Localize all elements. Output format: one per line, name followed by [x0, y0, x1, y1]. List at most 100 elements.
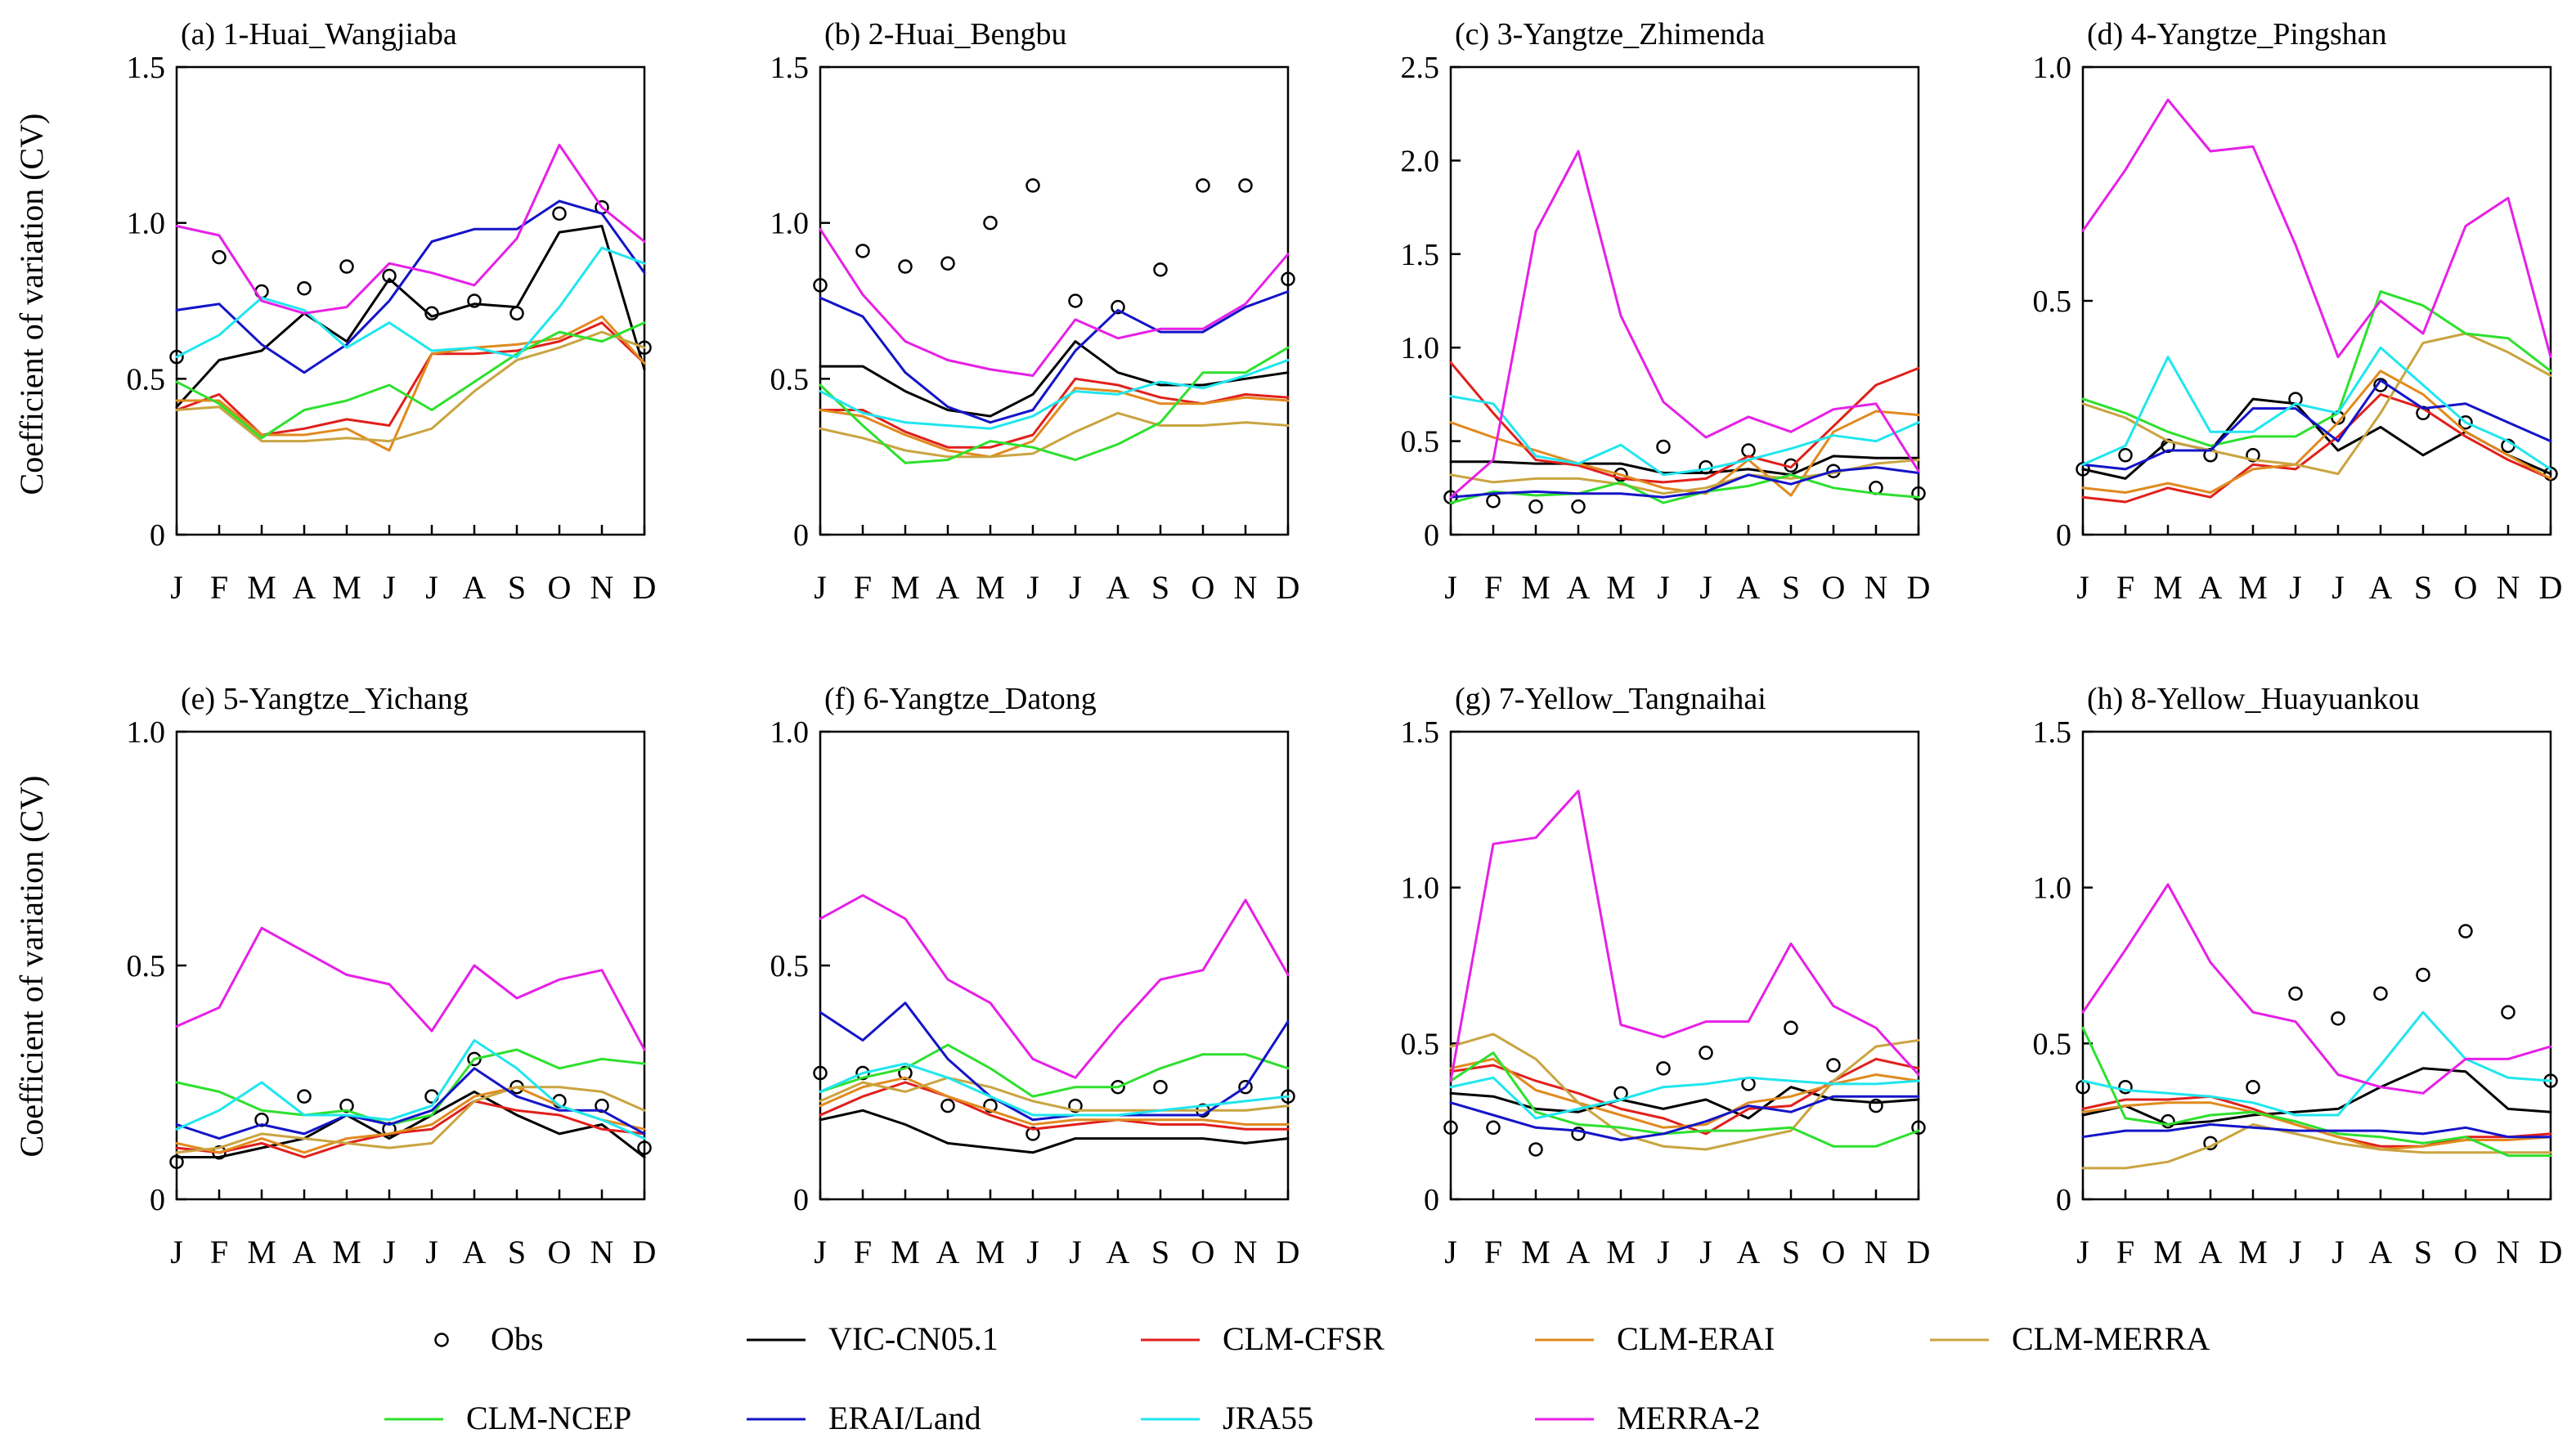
x-tick-label: J	[1026, 1234, 1039, 1270]
series-obs-point	[1613, 468, 1628, 482]
legend: Obs VIC-CN05.1 CLM-CFSR CLM-ERAI CLM-MERRA CL…	[384, 1320, 2210, 1436]
x-tick-label: M	[1606, 569, 1636, 606]
y-tick-label: 0.5	[770, 949, 810, 983]
series-obs-point	[169, 1154, 184, 1169]
series-merra-2-line	[2081, 98, 2552, 359]
series-obs-point	[297, 1089, 312, 1104]
series-obs-point	[940, 1098, 955, 1113]
x-tick-label: J	[2289, 569, 2302, 606]
y-tick-label: 1.0	[1401, 331, 1440, 365]
x-tick-label: F	[2116, 569, 2134, 606]
legend-swatch	[434, 1333, 449, 1347]
panel-title: (c) 3-Yangtze_Zhimenda	[1455, 17, 1765, 52]
series-obs-point	[1153, 262, 1168, 277]
legend-label: MERRA-2	[1617, 1400, 1761, 1436]
x-tick-label: D	[2539, 1234, 2563, 1270]
plot-frame	[819, 730, 1290, 1201]
x-tick-label: A	[1567, 1234, 1591, 1270]
x-tick-label: M	[891, 1234, 920, 1270]
series-erai-land-line	[1449, 1095, 1920, 1141]
series-obs-point	[509, 306, 524, 321]
series-erai-land-line	[1449, 466, 1920, 499]
y-tick-label: 0.5	[2033, 284, 2072, 319]
y-tick-label: 0	[2056, 518, 2071, 553]
series-clm-erai-line	[819, 1076, 1290, 1126]
legend-item-clm-ncep: CLM-NCEP	[384, 1400, 631, 1436]
series-erai-land-line	[2081, 379, 2552, 471]
y-tick-label: 1.0	[770, 715, 810, 750]
series-clm-erai-line	[1449, 410, 1920, 497]
x-tick-label: J	[1657, 569, 1670, 606]
series-clm-cfsr-line	[1449, 361, 1920, 484]
x-tick-label: M	[2238, 569, 2268, 606]
series-obs-point	[2246, 1079, 2260, 1095]
y-tick-label: 1.0	[2033, 871, 2072, 906]
panel-title: (e) 5-Yangtze_Yichang	[181, 682, 469, 716]
x-tick-label: J	[2289, 1234, 2302, 1270]
x-tick-label: J	[425, 569, 438, 606]
plot-frame	[1449, 730, 1920, 1201]
y-tick-label: 1.0	[1401, 871, 1440, 906]
series-jra55-line	[2081, 346, 2552, 471]
panel-title: (g) 7-Yellow_Tangnaihai	[1455, 682, 1766, 716]
series-obs-point	[1784, 1020, 1798, 1036]
x-tick-label: A	[936, 1234, 960, 1270]
series-obs-point	[813, 1065, 828, 1081]
x-tick-label: D	[1907, 1234, 1931, 1270]
y-tick-label: 1.5	[770, 51, 810, 85]
series-clm-merra-line	[175, 1086, 646, 1154]
x-tick-label: N	[2497, 1234, 2520, 1270]
series-erai-land-line	[819, 290, 1290, 424]
series-clm-merra-line	[1449, 1033, 1920, 1151]
y-tick-label: 0	[150, 1183, 165, 1217]
series-obs-point	[1528, 499, 1543, 514]
series-jra55-line	[175, 1039, 646, 1140]
series-clm-erai-line	[2081, 370, 2552, 494]
series-obs-point	[898, 1065, 913, 1081]
x-tick-label: J	[425, 1234, 438, 1270]
series-vic-cn05-1-line	[819, 340, 1290, 418]
x-tick-label: F	[1484, 569, 1502, 606]
x-tick-label: M	[1521, 1234, 1551, 1270]
series-obs-point	[424, 306, 439, 321]
panel-title: (f) 6-Yangtze_Datong	[824, 682, 1097, 716]
series-obs-point	[552, 206, 567, 221]
series-obs-point	[2458, 924, 2473, 939]
series-obs-point	[339, 1098, 354, 1113]
y-tick-label: 0.5	[2033, 1027, 2072, 1061]
x-tick-label: M	[2153, 1234, 2183, 1270]
x-tick-label: N	[590, 569, 614, 606]
x-tick-label: M	[247, 1234, 276, 1270]
x-tick-label: A	[1106, 569, 1130, 606]
series-obs-point	[1528, 1142, 1543, 1157]
series-obs-point	[1281, 271, 1295, 287]
series-erai-land-line	[175, 199, 646, 374]
series-erai-land-line	[175, 1067, 646, 1140]
series-vic-cn05-1-line	[2081, 1067, 2552, 1126]
series-obs-point	[2458, 414, 2473, 430]
series-jra55-line	[2081, 1010, 2552, 1117]
x-tick-label: F	[210, 1234, 228, 1270]
x-tick-label: F	[854, 569, 872, 606]
y-tick-label: 0.5	[1401, 425, 1440, 459]
x-tick-label: J	[383, 1234, 396, 1270]
series-obs-point	[1571, 499, 1586, 514]
series-jra55-line	[819, 359, 1290, 430]
series-obs-point	[940, 256, 955, 271]
x-tick-label: F	[210, 569, 228, 606]
legend-item-clm-cfsr: CLM-CFSR	[1141, 1320, 1384, 1357]
series-obs-point	[1153, 1079, 1168, 1095]
x-tick-label: S	[1782, 569, 1800, 606]
series-obs-point	[2373, 986, 2388, 1001]
x-tick-label: O	[2454, 569, 2478, 606]
series-obs-point	[637, 1140, 652, 1155]
series-obs-point	[2246, 448, 2260, 463]
x-tick-label: M	[247, 569, 276, 606]
x-tick-label: J	[1069, 1234, 1082, 1270]
x-tick-label: F	[854, 1234, 872, 1270]
y-tick-label: 1.0	[127, 715, 166, 750]
x-tick-label: J	[814, 569, 827, 606]
x-tick-label: O	[1822, 569, 1846, 606]
